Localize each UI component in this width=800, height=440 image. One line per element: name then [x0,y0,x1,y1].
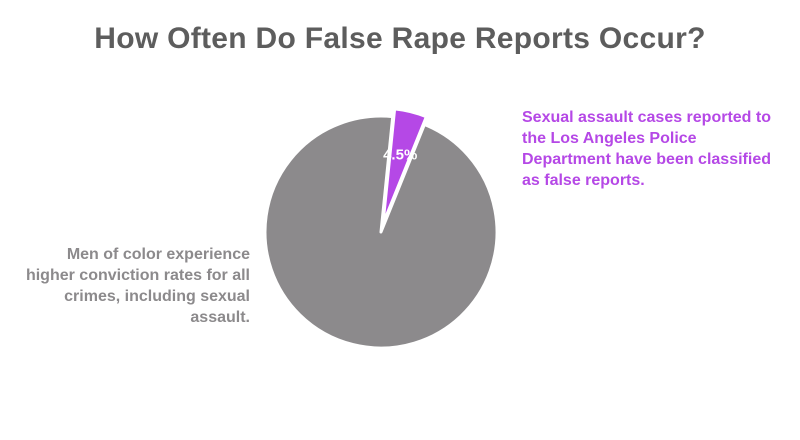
pie-slice-0 [263,114,499,350]
pie-slice-1 [381,107,428,226]
pie-slice-label-1: 4.5% [383,146,417,163]
chart-title: How Often Do False Rape Reports Occur? [94,22,706,55]
annotation-right: Sexual assault cases reported to the Los… [522,109,771,189]
annotation-left: Men of color experience higher convictio… [25,246,250,326]
